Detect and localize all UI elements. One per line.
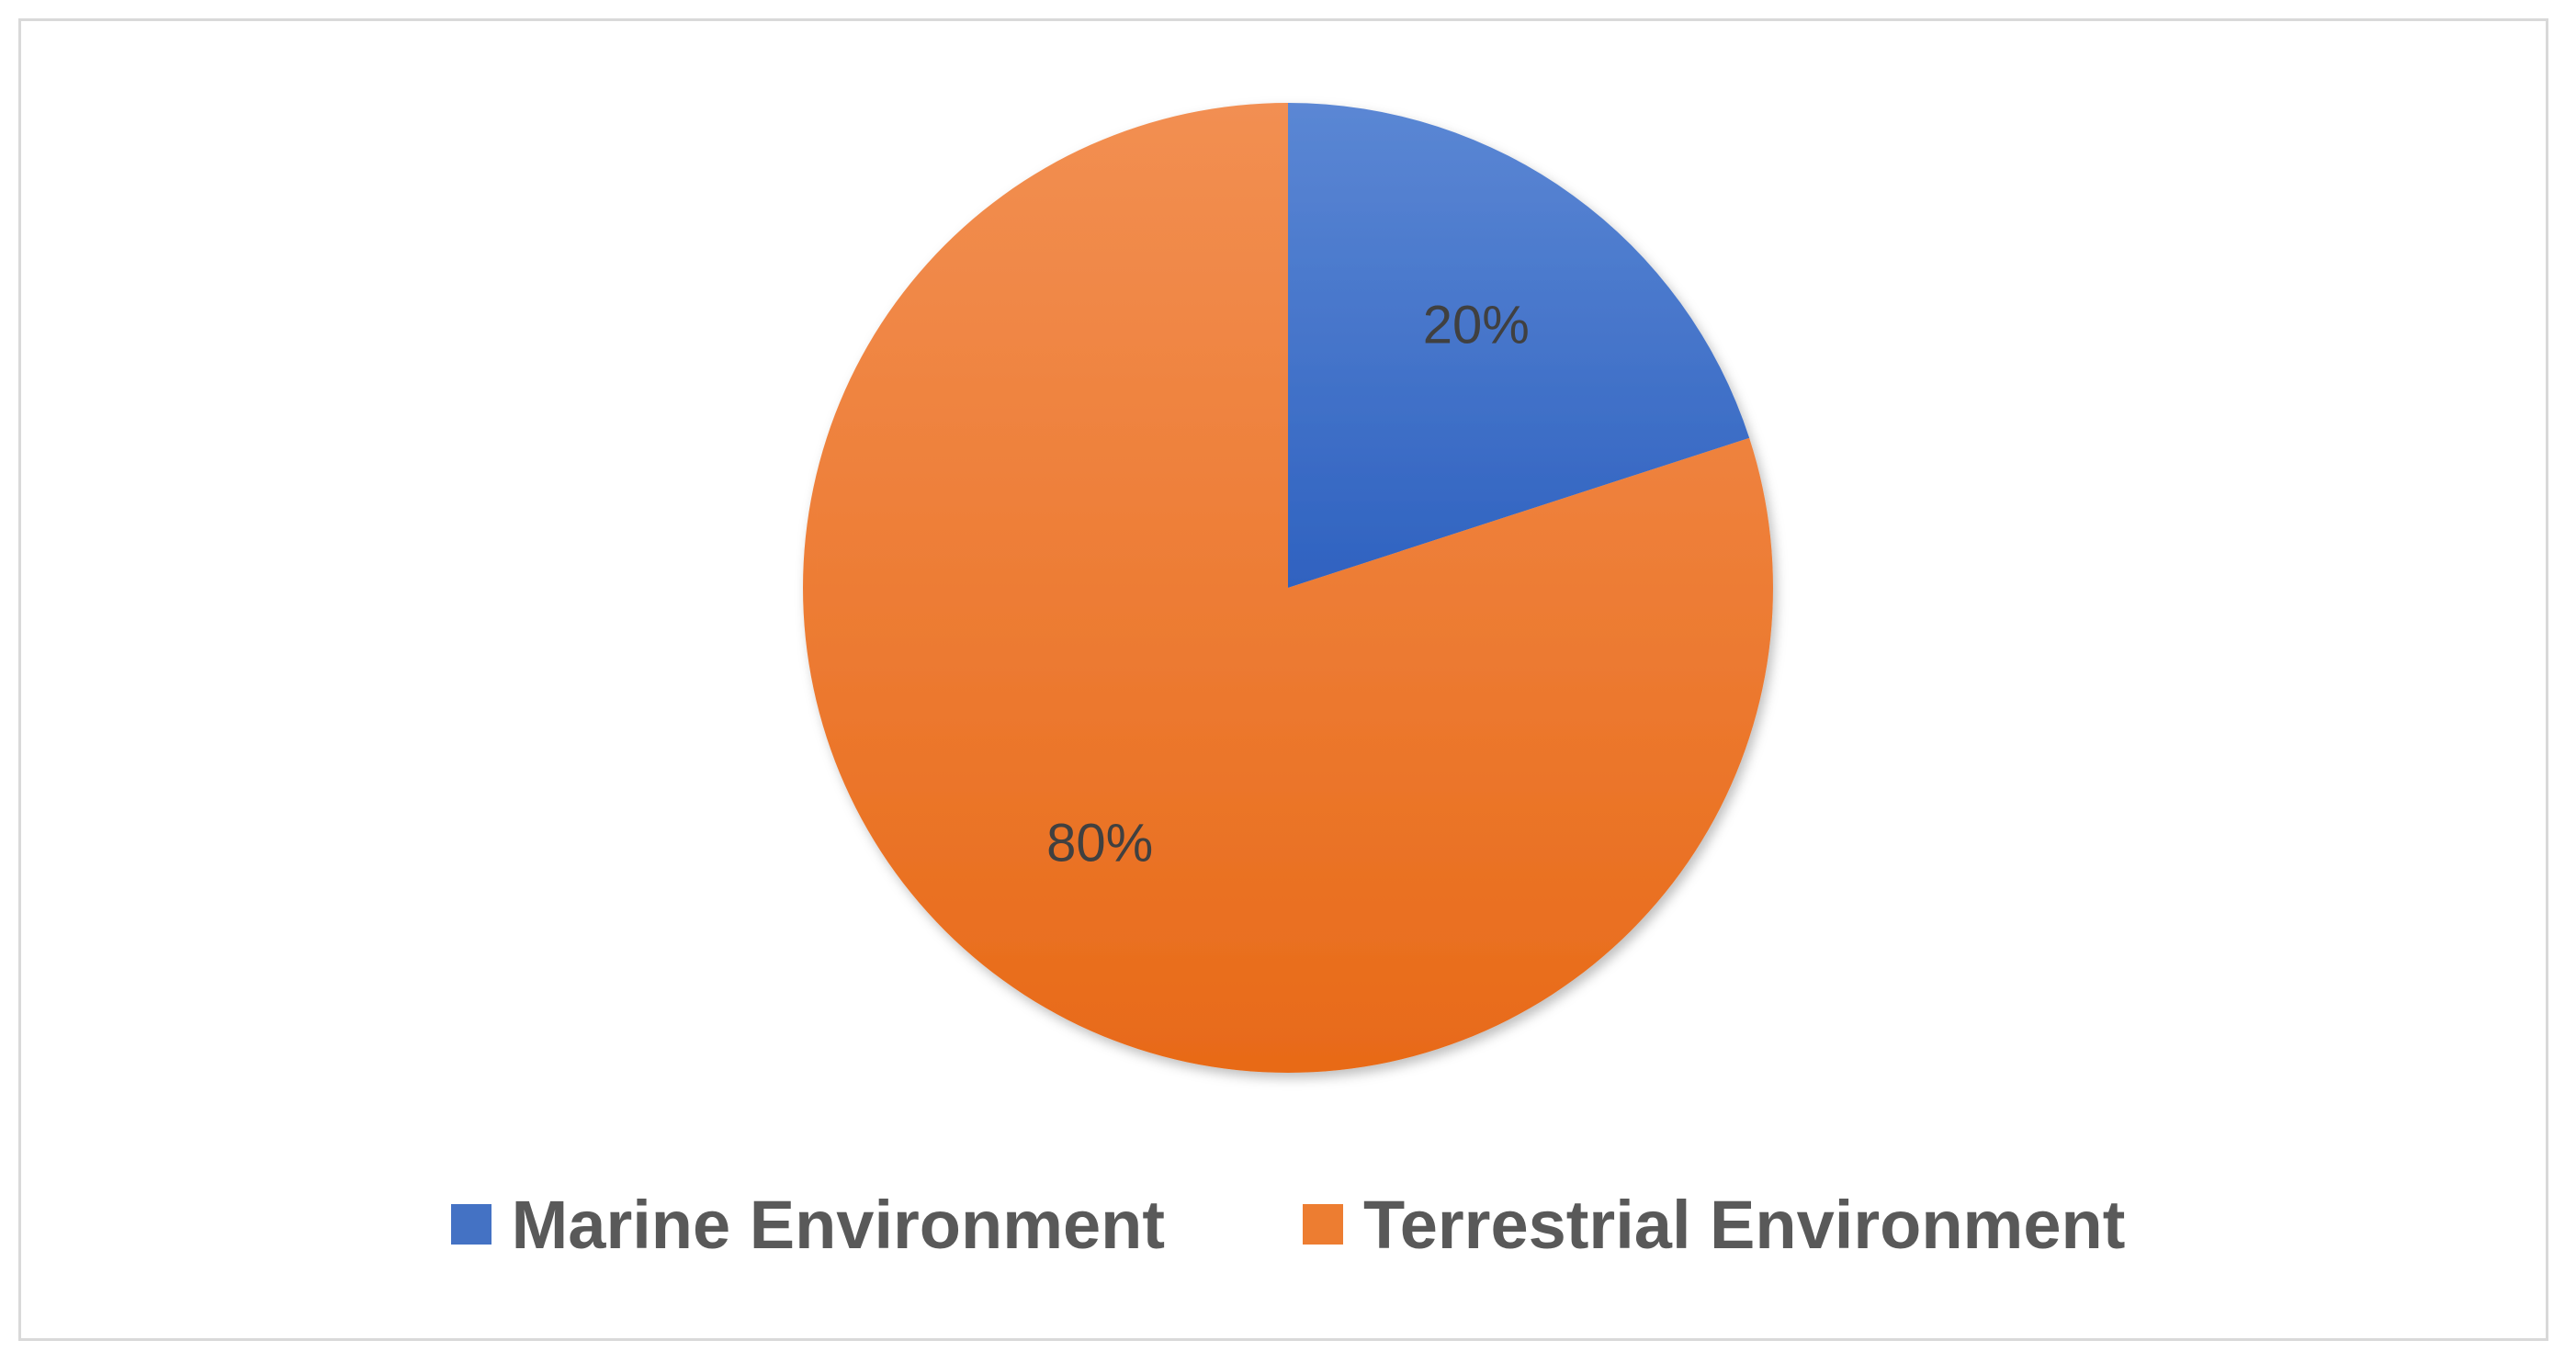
legend-label-marine: Marine Environment — [511, 1186, 1166, 1263]
data-label-terrestrial: 80% — [1046, 813, 1153, 873]
legend-label-terrestrial: Terrestrial Environment — [1363, 1186, 2126, 1263]
legend-item-marine: Marine Environment — [450, 1186, 1166, 1264]
legend-item-terrestrial: Terrestrial Environment — [1303, 1186, 2125, 1264]
legend: Marine Environment Terrestrial Environme… — [0, 1183, 2576, 1266]
legend-swatch-terrestrial — [1303, 1204, 1344, 1245]
legend-swatch-marine — [450, 1204, 491, 1245]
data-label-marine: 20% — [1423, 295, 1530, 355]
pie-slice-terrestrial — [803, 103, 1773, 1074]
pie-slice-marine — [1288, 103, 1750, 588]
